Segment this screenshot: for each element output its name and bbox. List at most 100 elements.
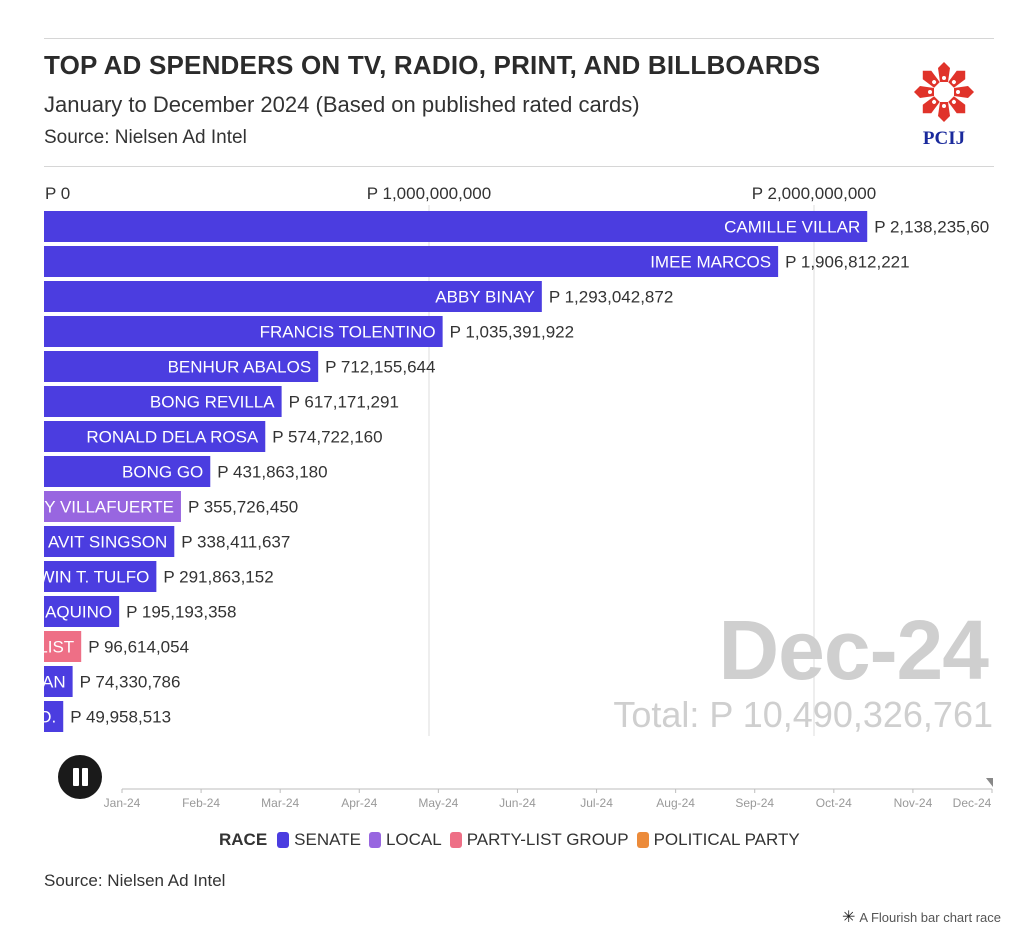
bar-label: RONALD DELA ROSA [86,428,259,447]
bar [44,246,779,277]
logo-petal [938,62,950,82]
total-spend-label: Total: P 10,490,326,761 [613,694,993,735]
timeline-month-label: Aug-24 [656,796,695,810]
legend-swatch-political-party [636,832,649,848]
bar-value-label: P 355,726,450 [188,498,298,517]
timeline-month-label: Apr-24 [341,796,377,810]
axis-tick-label: P 0 [45,184,70,203]
timeline-position-marker [986,778,993,787]
logo-petal [914,86,934,98]
legend-label-party-list: PARTY-LIST GROUP [466,830,629,849]
bar [44,596,120,627]
bar [44,561,157,592]
bar-label: BONG GO [122,463,203,482]
logo-petal-dot [928,90,932,94]
chart-subtitle: January to December 2024 (Based on publi… [44,92,640,117]
timeline-month-label: Jan-24 [104,796,141,810]
timeline-month-label: Jul-24 [580,796,613,810]
axis-tick-label: P 2,000,000,000 [752,184,876,203]
bar [44,211,868,242]
legend-swatch-senate [277,832,290,848]
bar-label: IMEE MARCOS [650,253,771,272]
timeline-month-label: Jun-24 [499,796,536,810]
bar [44,386,282,417]
bar-value-label: P 2,138,235,60 [874,218,989,237]
bar-label: BONG REVILLA [150,393,275,412]
bar-value-label: P 574,722,160 [272,428,382,447]
timeline-month-label: May-24 [418,796,458,810]
bar-value-label: P 195,193,358 [126,603,236,622]
legend-swatch-local [368,832,381,848]
bar-value-label: P 712,155,644 [325,358,435,377]
left-mask [0,205,44,741]
bar [44,351,319,382]
pause-button[interactable] [58,755,102,799]
bar-value-label: P 1,293,042,872 [549,288,673,307]
pcij-emblem-icon [914,62,974,122]
bar [44,701,64,732]
bar-label: CAMILLE VILLAR [724,218,860,237]
timeline-month-label: Sep-24 [735,796,774,810]
legend-swatch-party-list [449,832,462,848]
chart-title: TOP AD SPENDERS ON TV, RADIO, PRINT, AND… [44,50,821,80]
flourish-credit[interactable]: ✳ A Flourish bar chart race [842,907,1001,927]
bar-label: FRANCIS TOLENTINO [260,323,436,342]
bar-label: ABBY BINAY [435,288,535,307]
bar-value-label: P 338,411,637 [181,533,290,552]
bar-label: WIN T. TULFO [39,568,150,587]
legend-item-party-list[interactable]: PARTY-LIST GROUP [449,830,629,850]
source-note-bottom: Source: Nielsen Ad Intel [44,871,226,890]
bar-value-label: P 617,171,291 [289,393,399,412]
legend-label-local: LOCAL [385,830,442,849]
legend-item-local[interactable]: LOCAL [368,830,442,850]
bar-label: AVIT SINGSON [48,533,167,552]
bar-label: BENHUR ABALOS [168,358,312,377]
top-rule [44,38,994,39]
source-note-top: Source: Nielsen Ad Intel [44,127,247,148]
bar-value-label: P 74,330,786 [80,673,181,692]
legend-label-political-party: POLITICAL PARTY [653,830,800,849]
logo-petal-dot [932,80,937,85]
bar-value-label: P 1,035,391,922 [450,323,574,342]
timeline-month-label: Mar-24 [261,796,299,810]
legend-item-senate[interactable]: SENATE [277,830,361,850]
legend: RACE SENATE LOCAL PARTY-LIST GROUP POLIT… [219,829,808,851]
pcij-logo: PCIJ [908,58,980,150]
timeline-month-label: Dec-24 [953,796,992,810]
bar-label: LIST [38,638,74,657]
bar-value-label: P 49,958,513 [70,708,171,727]
logo-petal-dot [932,99,937,104]
bar-label: AQUINO [45,603,112,622]
flourish-credit-text: A Flourish bar chart race [859,909,1001,925]
logo-petal-dot [942,76,946,80]
pause-icon [73,768,79,786]
legend-label-senate: SENATE [294,830,361,849]
logo-petal-dot [951,80,956,85]
bar-value-label: P 431,863,180 [217,463,327,482]
logo-petal-dot [942,104,946,108]
logo-petal-dot [956,90,960,94]
legend-title: RACE [219,830,268,849]
bar [44,666,73,697]
bar [44,526,175,557]
bar-value-label: P 96,614,054 [88,638,189,657]
timeline-month-label: Feb-24 [182,796,220,810]
bar-label: AN [42,673,66,692]
bar [44,491,181,522]
bar-label: Y VILLAFUERTE [44,498,174,517]
timeline-month-label: Oct-24 [816,796,852,810]
timeline-month-label: Nov-24 [894,796,933,810]
header-rule [44,166,994,167]
logo-petal [938,102,950,122]
bar [44,456,211,487]
flourish-asterisk-icon: ✳ [841,909,856,926]
logo-petal [954,86,974,98]
axis-tick-label: P 1,000,000,000 [367,184,491,203]
logo-petal-dot [951,99,956,104]
bar [44,631,82,662]
legend-item-political-party[interactable]: POLITICAL PARTY [636,830,800,850]
bar [44,316,443,347]
current-date-label: Dec-24 [718,603,989,697]
